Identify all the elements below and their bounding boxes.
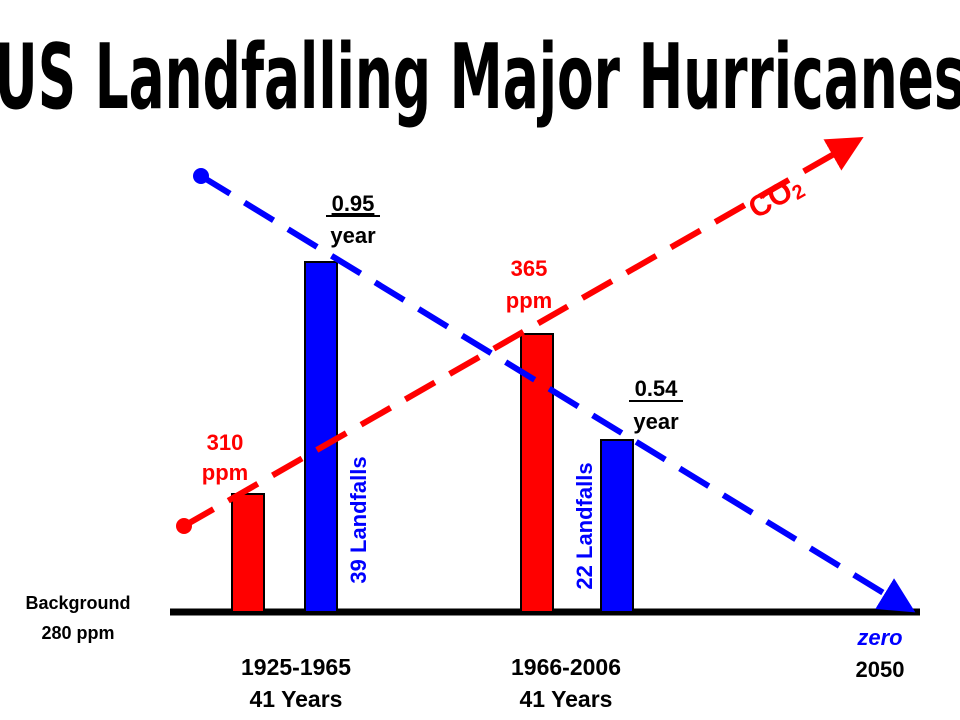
landfalls-count-2: 22 Landfalls (572, 462, 597, 589)
bar-1966-co2 (520, 333, 554, 613)
background-label-line2: 280 ppm (41, 623, 114, 643)
bar-1966-landfall-rate (600, 439, 634, 613)
landfall-trend-line (199, 173, 916, 613)
year-2050-label: 2050 (856, 657, 905, 682)
period1-label: 1925-1965 (241, 654, 351, 680)
period2-label: 1966-2006 (511, 654, 621, 680)
landfall-trend-start-dot (193, 168, 209, 184)
bar1-co2-value-line1: 310 (207, 430, 244, 455)
bar2-co2-value-line1: 365 (511, 256, 548, 281)
co2-trend-line (182, 137, 864, 529)
chart-title: US Landfalling Major Hurricanes (0, 25, 960, 130)
background-label-line1: Background (25, 593, 130, 613)
bar2-rate-value-line1: 0.54 (635, 376, 679, 401)
bar1-rate-value-line2: year (330, 223, 376, 248)
bar2-co2-value-line2: ppm (506, 288, 552, 313)
bar-1925-landfall-rate (304, 261, 338, 613)
co2-trend-start-dot (176, 518, 192, 534)
landfalls-count-1: 39 Landfalls (346, 456, 371, 583)
bar-1925-co2 (231, 493, 265, 613)
bar2-rate-value-line2: year (633, 409, 679, 434)
bar1-co2-value-line2: ppm (202, 460, 248, 485)
period1-sublabel: 41 Years (250, 686, 343, 712)
bar1-rate-value-line1: 0.95 (332, 191, 375, 216)
zero-label: zero (856, 625, 902, 650)
co2-label: CO2 (743, 169, 809, 227)
period2-sublabel: 41 Years (520, 686, 613, 712)
